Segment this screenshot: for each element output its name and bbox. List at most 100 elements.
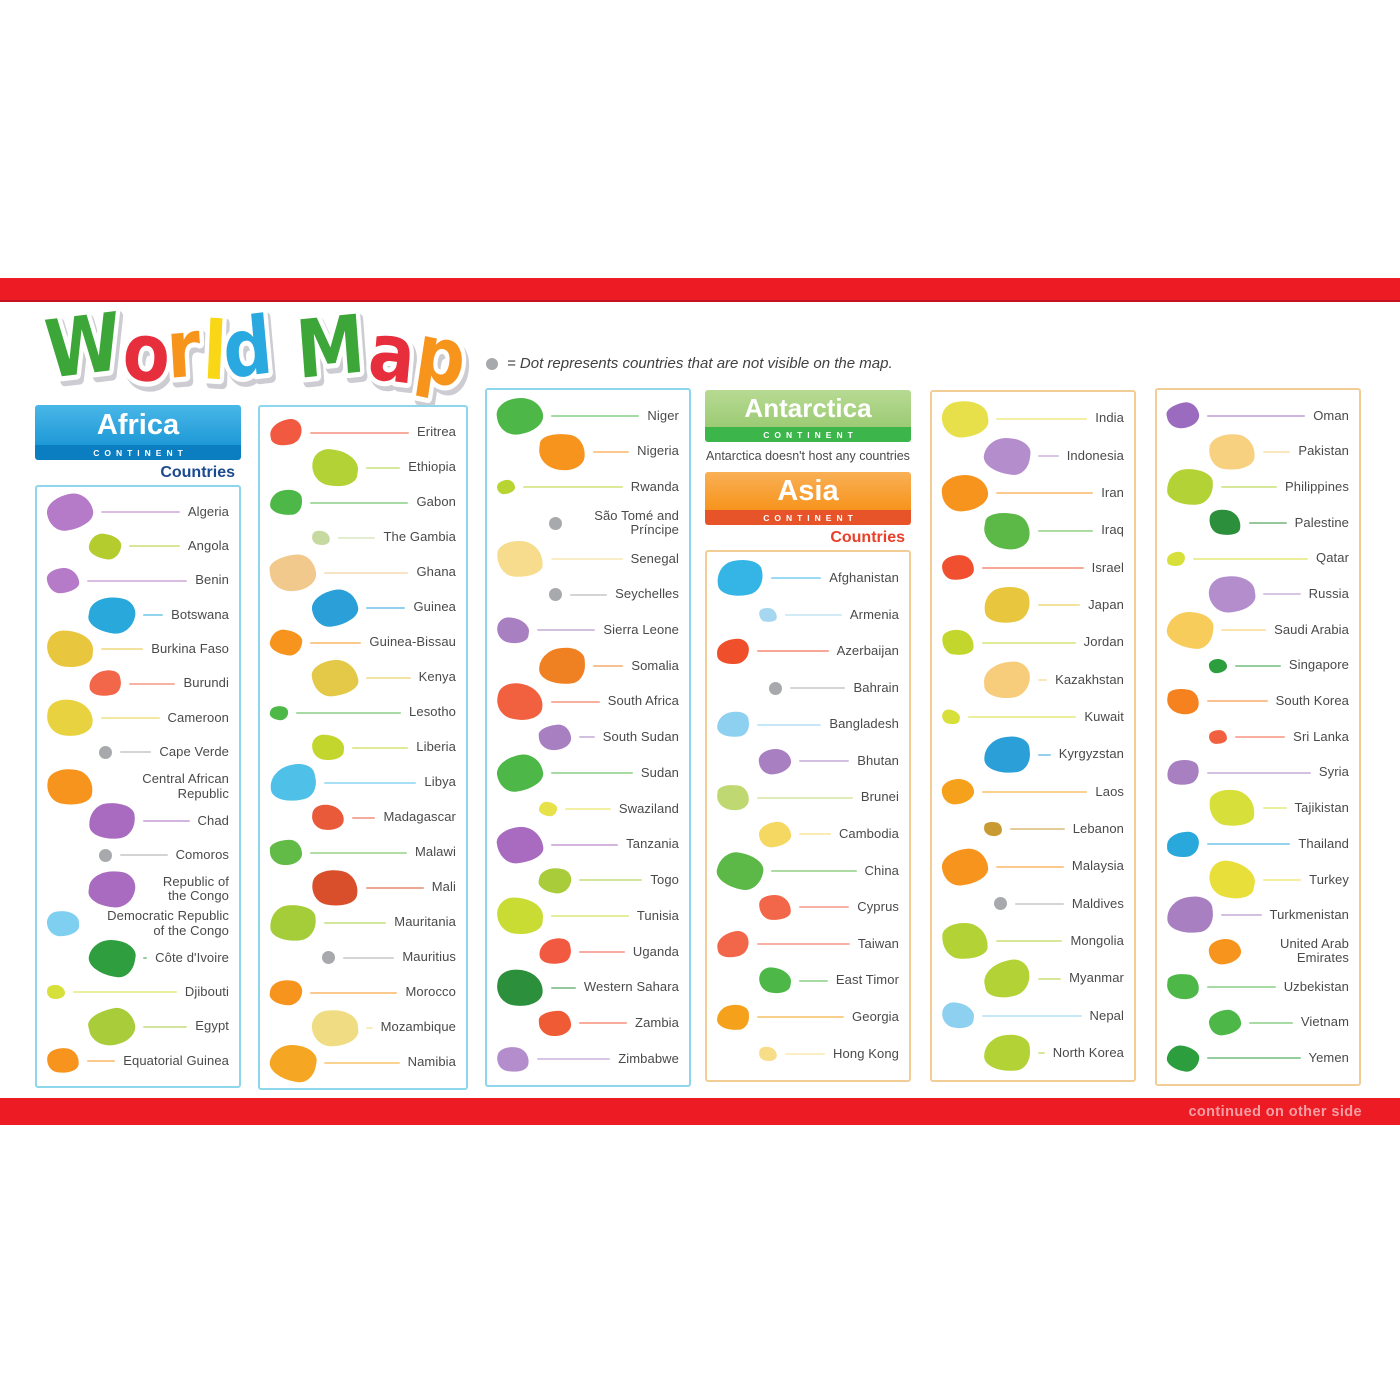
country-shape-icon	[757, 820, 793, 849]
country-shape-icon	[980, 956, 1034, 1001]
connector-line	[1193, 557, 1308, 560]
country-label: Afghanistan	[829, 570, 899, 586]
connector-line	[1207, 1057, 1301, 1060]
country-shape-icon	[757, 966, 793, 996]
connector-line	[1207, 414, 1306, 417]
country-shape-icon	[310, 657, 360, 698]
country-label: Rwanda	[630, 479, 679, 495]
country-row: Bahrain	[713, 670, 901, 707]
country-shape-icon	[45, 1046, 81, 1076]
country-row: Madagascar	[266, 800, 458, 835]
country-row: Cameroon	[43, 696, 231, 739]
asia-header: Asia CONTINENT	[705, 472, 911, 525]
country-label: Pakistan	[1298, 443, 1349, 459]
country-row: Kenya	[266, 657, 458, 698]
country-shape-icon	[982, 734, 1032, 775]
country-row: India	[938, 397, 1126, 440]
country-row: Ethiopia	[266, 446, 458, 489]
country-label: Nigeria	[637, 443, 679, 459]
country-row: The Gambia	[266, 520, 458, 555]
country-shape-icon	[536, 430, 588, 473]
country-row: South Africa	[493, 679, 681, 725]
country-label: India	[1095, 410, 1124, 426]
country-shape-icon	[715, 783, 751, 813]
country-list: Eritrea Ethiopia Gabon The Gambia Ghana Guine…	[258, 405, 468, 1090]
connector-line	[551, 772, 633, 775]
country-label: Japan	[1088, 597, 1124, 613]
country-label: Niger	[647, 407, 679, 423]
country-shape-icon	[536, 936, 574, 968]
country-shape-icon	[266, 760, 320, 805]
connector-line	[1221, 628, 1267, 631]
country-row: Afghanistan	[713, 555, 901, 601]
country-shape-icon	[1165, 686, 1201, 717]
connector-line	[790, 687, 846, 690]
country-shape-icon	[45, 909, 81, 938]
asia-countries-label: Countries	[830, 529, 905, 546]
country-row: Kuwait	[938, 699, 1126, 736]
hidden-country-dot-icon	[549, 588, 562, 602]
connector-line	[366, 676, 411, 679]
country-list: Algeria Angola Benin Botswana Burkina Faso Bu…	[35, 485, 241, 1088]
antarctica-title: Antarctica	[705, 390, 911, 427]
country-shape-icon	[940, 921, 990, 961]
country-row: Thailand	[1163, 826, 1351, 862]
country-shape-icon	[715, 710, 751, 739]
country-shape-icon	[981, 508, 1033, 553]
country-label: Qatar	[1315, 550, 1349, 566]
country-row: China	[713, 849, 901, 893]
connector-line	[757, 723, 822, 726]
country-shape-icon	[758, 606, 778, 624]
country-row: Tunisia	[493, 896, 681, 936]
country-label: Western Sahara	[583, 979, 679, 995]
connector-line	[982, 790, 1088, 793]
country-row: Malawi	[266, 835, 458, 870]
connector-line	[120, 751, 152, 754]
connector-line	[143, 614, 164, 617]
country-row: Morocco	[266, 975, 458, 1010]
country-label: Indonesia	[1066, 447, 1124, 463]
country-row: Togo	[493, 863, 681, 899]
connector-line	[551, 986, 576, 989]
country-row: Mozambique	[266, 1007, 458, 1048]
country-label: Lesotho	[409, 704, 456, 720]
country-shape-icon	[940, 628, 976, 658]
country-shape-icon	[310, 528, 332, 547]
country-label: South Africa	[607, 693, 679, 709]
connector-line	[1038, 1052, 1045, 1055]
country-shape-icon	[1205, 857, 1259, 903]
country-label: Thailand	[1298, 835, 1349, 851]
country-row: Democratic Republic of the Congo	[43, 907, 231, 941]
country-row: Cape Verde	[43, 735, 231, 769]
country-row: Tanzania	[493, 824, 681, 865]
country-row: Uzbekistan	[1163, 969, 1351, 1005]
hidden-country-dot-icon	[769, 681, 782, 695]
country-label: Egypt	[195, 1018, 229, 1034]
country-shape-icon	[981, 435, 1033, 477]
country-row: Lebanon	[938, 811, 1126, 848]
connector-line	[799, 906, 850, 909]
connector-line	[996, 940, 1063, 943]
country-label: Saudi Arabia	[1274, 621, 1349, 637]
country-row: Indonesia	[938, 435, 1126, 477]
country-label: China	[864, 862, 899, 878]
country-row: Japan	[938, 582, 1126, 628]
country-shape-icon	[308, 865, 362, 910]
country-shape-icon	[1206, 573, 1258, 616]
connector-line	[1207, 700, 1268, 703]
country-label: Botswana	[171, 606, 229, 622]
country-row: Taiwan	[713, 926, 901, 963]
country-label: Mauritania	[394, 914, 456, 930]
country-label: Mali	[431, 879, 456, 895]
country-shape-icon	[940, 777, 976, 807]
connector-line	[771, 577, 822, 580]
country-row: Western Sahara	[493, 966, 681, 1009]
country-shape-icon	[1164, 757, 1202, 789]
country-shape-icon	[716, 1003, 750, 1031]
country-shape-icon	[496, 479, 516, 496]
country-row: Botswana	[43, 593, 231, 637]
country-shape-icon	[309, 586, 361, 629]
country-shape-icon	[86, 936, 138, 980]
country-shape-icon	[980, 582, 1034, 628]
country-shape-icon	[940, 1001, 976, 1031]
